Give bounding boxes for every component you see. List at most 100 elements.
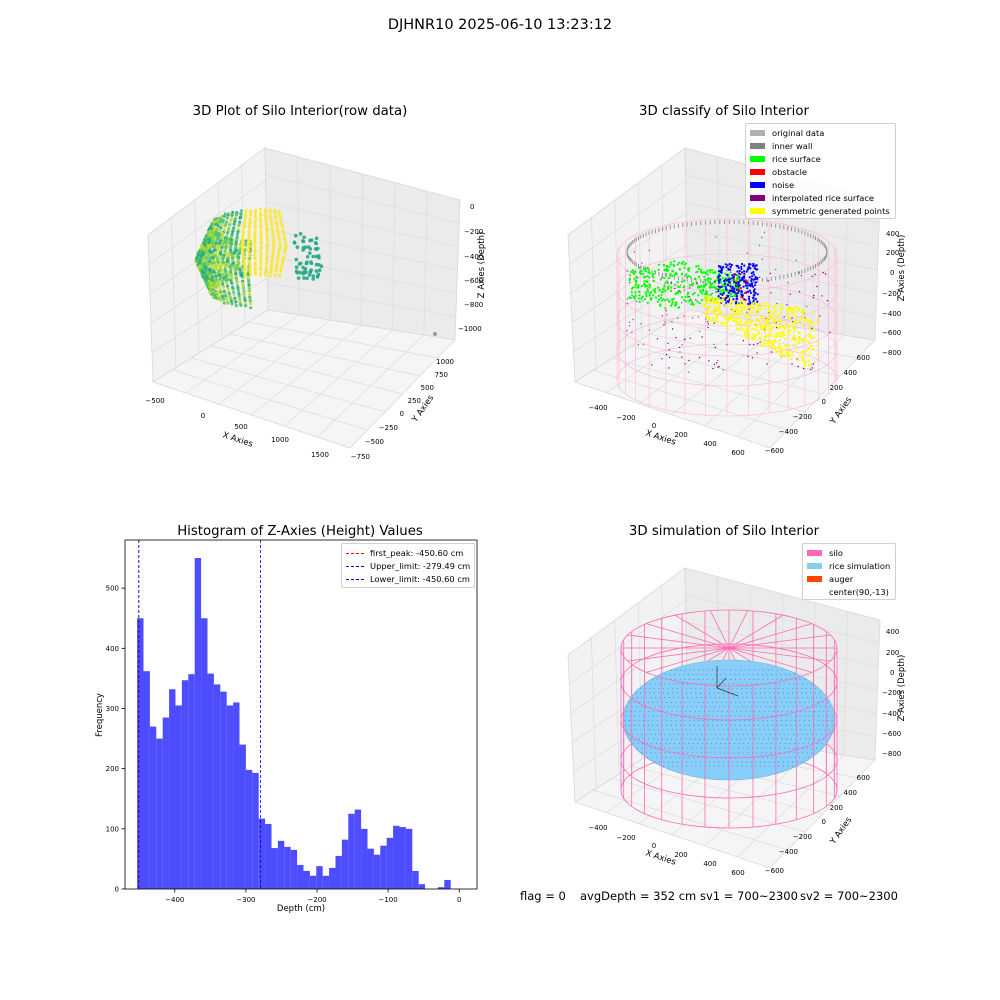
rice-grid-point <box>822 701 824 703</box>
rice-grid-point <box>684 678 686 680</box>
histogram-bar <box>156 738 163 889</box>
rice-grid-point <box>718 761 720 763</box>
interpolated-point <box>766 363 768 365</box>
inner-wall-point <box>806 305 808 308</box>
data-point <box>207 282 211 286</box>
rice-grid-point <box>787 766 789 768</box>
rice-grid-point <box>647 756 649 758</box>
x-tick-label: −100 <box>378 896 397 904</box>
rice-grid-point <box>660 674 662 676</box>
rice-grid-point <box>751 697 753 699</box>
rice-grid-point <box>650 752 652 754</box>
data-point <box>222 245 226 249</box>
data-point <box>253 210 258 214</box>
symmetric-point <box>787 325 790 328</box>
noise-point <box>737 290 740 293</box>
data-point <box>243 244 247 248</box>
rice-grid-point <box>648 710 650 712</box>
rice-grid-point <box>693 678 695 680</box>
data-point <box>221 220 225 224</box>
rice-grid-point <box>772 724 774 726</box>
legend-item: rice surface <box>750 153 821 165</box>
rice-grid-point <box>716 724 718 726</box>
rice-grid-point <box>767 701 769 703</box>
symmetric-point <box>784 322 788 325</box>
rice-grid-point <box>727 761 729 763</box>
rice-grid-point <box>693 724 695 726</box>
rice-grid-point <box>799 678 801 680</box>
rice-grid-point <box>754 729 756 731</box>
rice-surface-point <box>696 270 699 273</box>
data-point <box>225 241 229 245</box>
symmetric-point <box>719 312 722 315</box>
data-point <box>212 280 217 284</box>
data-point <box>216 297 220 301</box>
rice-grid-point <box>640 687 642 689</box>
rice-grid-point <box>774 706 776 708</box>
rice-grid-point <box>810 687 812 689</box>
interpolated-point <box>679 290 681 292</box>
rice-grid-point <box>647 724 649 726</box>
rice-surface-point <box>646 290 650 293</box>
rice-grid-point <box>804 738 806 740</box>
rice-surface-point <box>703 292 707 295</box>
data-point <box>219 298 223 302</box>
original-data-point <box>801 269 803 274</box>
rice-grid-point <box>698 738 700 740</box>
inner-wall-point <box>761 236 763 239</box>
rice-grid-point <box>665 756 667 758</box>
rice-grid-point <box>727 766 729 768</box>
symmetric-point <box>752 301 755 305</box>
hist-axes-frame <box>124 539 478 890</box>
rice-grid-point <box>762 678 764 680</box>
rice-grid-point <box>706 674 708 676</box>
interpolated-point <box>791 317 793 319</box>
rice-grid-point <box>625 729 627 731</box>
rice-grid-point <box>814 710 816 712</box>
rice-grid-point <box>651 743 653 745</box>
original-data-point <box>787 226 789 231</box>
symmetric-point <box>724 316 728 319</box>
noise-point <box>756 300 759 303</box>
rice-grid-point <box>670 715 672 717</box>
legend-swatch <box>807 550 822 556</box>
original-data-point <box>820 240 822 244</box>
rice-grid-point <box>625 710 627 712</box>
histogram-bar <box>233 702 240 889</box>
rice-grid-point <box>659 697 661 699</box>
rice-grid-point <box>647 720 649 722</box>
rice-grid-point <box>663 687 665 689</box>
rice-grid-point <box>636 733 638 735</box>
rice-grid-point <box>666 724 668 726</box>
rice-surface-point <box>632 272 636 275</box>
rice-grid-point <box>760 697 762 699</box>
data-point <box>234 275 238 279</box>
symmetric-point <box>778 322 781 325</box>
rice-grid-point <box>738 752 739 754</box>
rice-grid-point <box>772 738 774 740</box>
rice-grid-point <box>699 687 701 689</box>
rice-grid-point <box>732 706 734 708</box>
rice-grid-point <box>793 674 795 676</box>
symmetric-point <box>769 309 772 313</box>
rice-grid-point <box>759 710 760 712</box>
y-tick-label: 500 <box>106 585 119 593</box>
noise-point <box>747 290 750 293</box>
silo-roof-spoke <box>728 634 831 649</box>
rice-grid-point <box>742 752 744 754</box>
rice-grid-point <box>721 678 723 680</box>
symmetric-point <box>742 302 745 305</box>
data-point <box>247 283 251 287</box>
noise-point <box>738 276 741 279</box>
rice-grid-point <box>781 678 782 680</box>
data-point <box>271 247 275 251</box>
symmetric-point <box>810 363 813 366</box>
rice-grid-point <box>796 761 798 763</box>
rice-grid-point <box>768 710 770 712</box>
rice-surface-point <box>635 279 638 282</box>
data-point <box>199 254 203 258</box>
symmetric-point <box>772 319 775 322</box>
rice-grid-point <box>741 692 743 694</box>
rice-grid-point <box>788 683 790 685</box>
rice-grid-point <box>699 766 701 768</box>
